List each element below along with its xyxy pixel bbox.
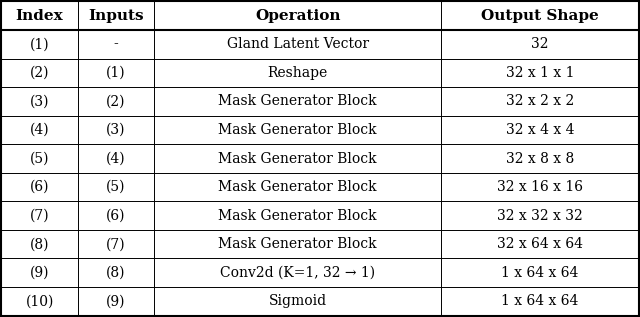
Text: 32 x 16 x 16: 32 x 16 x 16 <box>497 180 583 194</box>
Text: Gland Latent Vector: Gland Latent Vector <box>227 37 369 51</box>
Text: (8): (8) <box>106 266 126 280</box>
Text: 32: 32 <box>531 37 548 51</box>
Text: (10): (10) <box>26 294 54 308</box>
Text: (1): (1) <box>106 66 126 80</box>
Text: (4): (4) <box>30 123 49 137</box>
Text: (2): (2) <box>30 66 49 80</box>
Text: 32 x 4 x 4: 32 x 4 x 4 <box>506 123 574 137</box>
Text: (9): (9) <box>30 266 49 280</box>
Text: 32 x 32 x 32: 32 x 32 x 32 <box>497 209 582 223</box>
Text: Inputs: Inputs <box>88 9 144 23</box>
Text: (6): (6) <box>30 180 49 194</box>
Text: Conv2d (K=1, 32 → 1): Conv2d (K=1, 32 → 1) <box>220 266 375 280</box>
Text: -: - <box>114 37 118 51</box>
Text: (5): (5) <box>106 180 126 194</box>
Text: Reshape: Reshape <box>268 66 328 80</box>
Text: (2): (2) <box>106 94 126 108</box>
Text: (6): (6) <box>106 209 126 223</box>
Text: (4): (4) <box>106 152 126 165</box>
Text: Mask Generator Block: Mask Generator Block <box>218 180 377 194</box>
Text: (3): (3) <box>106 123 126 137</box>
Text: Mask Generator Block: Mask Generator Block <box>218 209 377 223</box>
Text: (1): (1) <box>30 37 49 51</box>
Text: 32 x 2 x 2: 32 x 2 x 2 <box>506 94 574 108</box>
Text: (8): (8) <box>30 237 49 251</box>
Text: (5): (5) <box>30 152 49 165</box>
Text: 1 x 64 x 64: 1 x 64 x 64 <box>501 294 579 308</box>
Text: Mask Generator Block: Mask Generator Block <box>218 152 377 165</box>
Text: 32 x 1 x 1: 32 x 1 x 1 <box>506 66 574 80</box>
Text: (9): (9) <box>106 294 126 308</box>
Text: 1 x 64 x 64: 1 x 64 x 64 <box>501 266 579 280</box>
Text: Mask Generator Block: Mask Generator Block <box>218 237 377 251</box>
Text: Operation: Operation <box>255 9 340 23</box>
Text: (7): (7) <box>30 209 49 223</box>
Text: Index: Index <box>16 9 63 23</box>
Text: 32 x 64 x 64: 32 x 64 x 64 <box>497 237 583 251</box>
Text: (7): (7) <box>106 237 126 251</box>
Text: Mask Generator Block: Mask Generator Block <box>218 94 377 108</box>
Text: Sigmoid: Sigmoid <box>269 294 327 308</box>
Text: 32 x 8 x 8: 32 x 8 x 8 <box>506 152 574 165</box>
Text: Mask Generator Block: Mask Generator Block <box>218 123 377 137</box>
Text: Output Shape: Output Shape <box>481 9 598 23</box>
Text: (3): (3) <box>30 94 49 108</box>
